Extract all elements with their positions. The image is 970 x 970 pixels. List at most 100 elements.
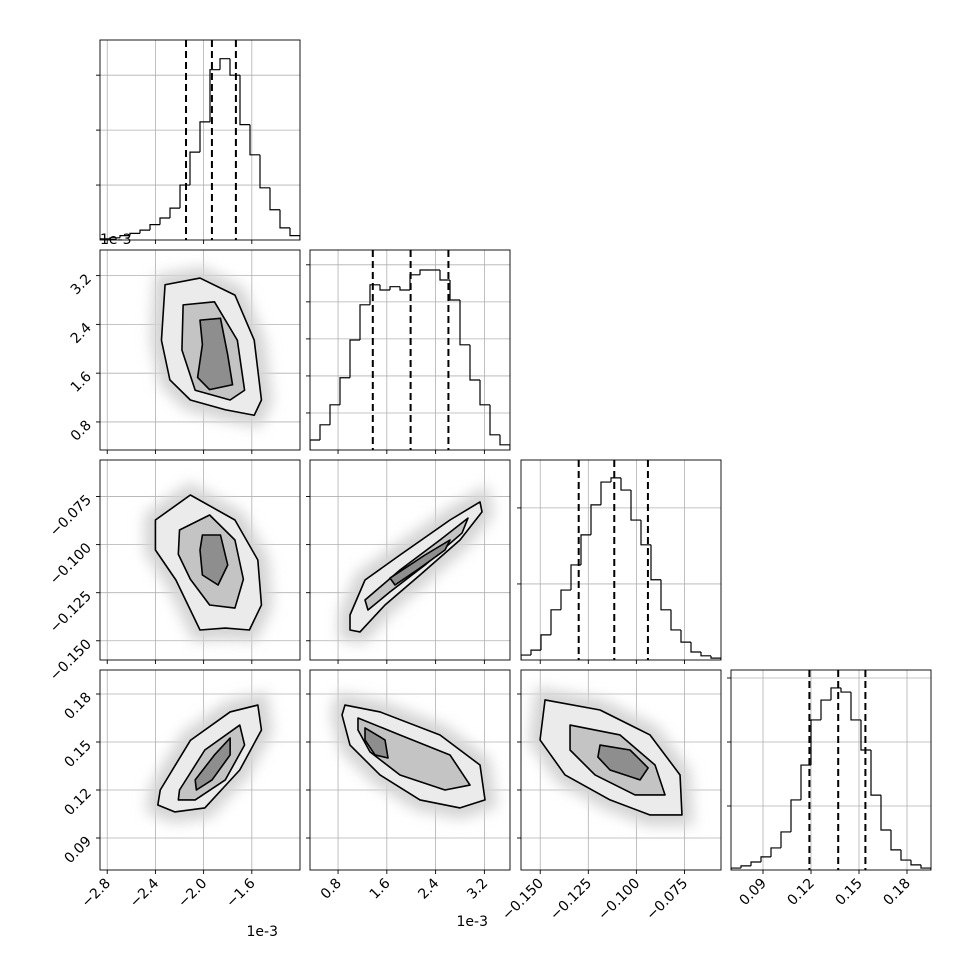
y-tick-label: 0.18	[61, 690, 94, 723]
axes-frame	[99, 249, 301, 451]
x-tick-label: −2.8	[79, 876, 114, 911]
histogram-step	[620, 477, 631, 491]
histogram-step	[399, 286, 410, 291]
histogram-step	[359, 304, 370, 340]
histogram-step	[239, 75, 250, 126]
histogram-step	[660, 579, 671, 611]
contour	[196, 317, 234, 391]
histogram-step	[780, 831, 791, 848]
histogram-step	[880, 795, 891, 831]
axes-frame	[520, 669, 722, 871]
x-tick-label: −0.100	[595, 876, 643, 924]
contour	[597, 744, 649, 781]
histogram-step	[710, 655, 721, 660]
y-tick-label: 0.09	[61, 834, 94, 867]
histogram-step	[570, 564, 581, 591]
histogram-step	[550, 609, 561, 635]
histogram-step	[339, 377, 350, 405]
histogram-step	[209, 69, 220, 122]
histogram-step	[540, 634, 551, 651]
histogram-step	[139, 229, 150, 234]
y-tick-label: −0.125	[47, 588, 95, 636]
histogram-step	[900, 849, 911, 861]
histogram-step	[850, 692, 861, 721]
histogram-step	[590, 504, 601, 535]
x-tick-label: −0.075	[643, 876, 691, 924]
panel	[100, 670, 300, 870]
contour	[199, 534, 229, 586]
histogram-step	[279, 209, 290, 229]
panel	[100, 40, 300, 240]
histogram-step	[580, 534, 591, 565]
histogram-step	[790, 799, 801, 832]
x-tick-label: −2.4	[127, 875, 162, 910]
histogram-step	[479, 380, 490, 406]
y-tick-label: 0.12	[61, 786, 94, 819]
histogram-step	[650, 544, 661, 581]
y-tick-label: −0.100	[47, 540, 95, 588]
panel	[310, 460, 510, 660]
histogram-step	[369, 284, 380, 305]
histogram-step	[159, 217, 170, 225]
histogram-step	[389, 286, 400, 290]
histogram-step	[870, 750, 881, 796]
histogram-step	[499, 434, 510, 450]
x-tick-label: −2.0	[175, 876, 210, 911]
histogram-step	[489, 404, 500, 436]
x-tick-label: 1.6	[367, 875, 394, 902]
histogram-step	[179, 184, 190, 209]
panel	[100, 460, 300, 660]
histogram-step	[259, 154, 270, 189]
axes-frame	[309, 249, 511, 451]
y-offset-label: 1e-3	[100, 232, 131, 248]
histogram-step	[439, 270, 450, 281]
axes-frame	[309, 459, 511, 661]
x-tick-label: 0.18	[880, 876, 913, 909]
histogram-step	[149, 224, 160, 231]
histogram-step	[750, 861, 761, 866]
contour	[389, 539, 451, 586]
histogram-step	[840, 687, 851, 693]
histogram-step	[249, 124, 260, 156]
histogram-step	[610, 477, 621, 483]
x-offset-label: 1e-3	[247, 924, 278, 940]
histogram-step	[820, 699, 831, 720]
histogram-step	[109, 237, 120, 239]
histogram-step	[700, 652, 711, 657]
contour	[357, 717, 471, 791]
x-offset-label: 1e-3	[457, 914, 488, 930]
histogram-step	[119, 235, 130, 238]
histogram-step	[560, 589, 571, 610]
histogram-step	[459, 300, 470, 346]
histogram-step	[379, 284, 390, 291]
panel	[731, 670, 931, 870]
axes-frame	[309, 669, 511, 871]
histogram-step	[670, 609, 681, 631]
histogram-step	[469, 344, 480, 381]
histogram-step	[419, 269, 430, 275]
x-tick-label: −0.125	[547, 876, 595, 924]
histogram-step	[810, 719, 821, 766]
panel	[521, 670, 721, 870]
histogram-step	[349, 339, 360, 378]
histogram-step	[329, 404, 340, 425]
histogram-step	[530, 649, 541, 656]
x-tick-label: −1.6	[223, 875, 258, 910]
histogram-step	[449, 280, 460, 301]
histogram-step	[910, 860, 921, 866]
histogram-step	[199, 121, 210, 153]
histogram-step	[310, 439, 320, 450]
y-tick-label: −0.075	[47, 492, 95, 540]
histogram-step	[731, 867, 741, 870]
panel	[310, 250, 510, 450]
x-tick-label: 3.2	[464, 876, 491, 903]
panel	[310, 670, 510, 870]
histogram-step	[800, 764, 811, 800]
y-tick-label: 1.6	[68, 369, 95, 396]
histogram-step	[680, 629, 691, 643]
histogram-step	[690, 642, 701, 653]
histogram-step	[860, 719, 871, 751]
histogram-step	[890, 830, 901, 851]
